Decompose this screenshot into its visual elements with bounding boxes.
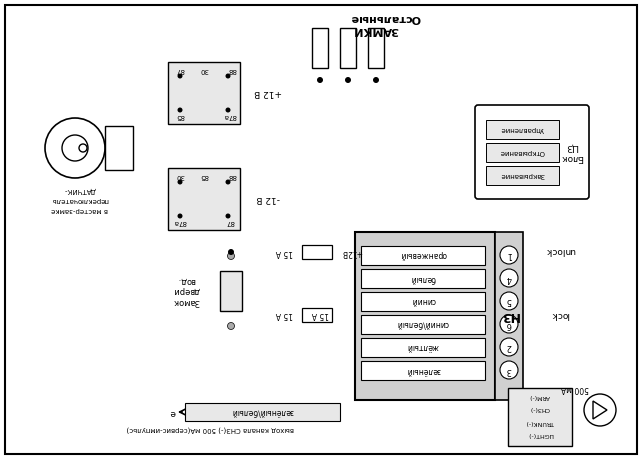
Text: Н3: Н3: [499, 309, 519, 323]
Text: 5: 5: [507, 297, 512, 306]
Text: 15 А: 15 А: [311, 310, 329, 319]
Text: unlock: unlock: [545, 246, 575, 256]
Circle shape: [500, 338, 518, 356]
Text: 4: 4: [507, 274, 512, 282]
Bar: [168, 168, 240, 230]
Circle shape: [500, 361, 518, 379]
Bar: [361, 269, 485, 288]
Text: жёлтый: жёлтый: [407, 342, 439, 352]
Text: 6: 6: [507, 319, 512, 329]
Circle shape: [225, 213, 230, 218]
Text: Замок
двери
вод.: Замок двери вод.: [173, 276, 200, 306]
Text: 3: 3: [507, 365, 512, 375]
Text: 87а: 87а: [173, 219, 187, 225]
Bar: [340, 28, 356, 68]
Bar: [302, 308, 332, 322]
Bar: [495, 232, 523, 400]
Circle shape: [225, 73, 230, 78]
Text: 15 А: 15 А: [275, 247, 293, 257]
Circle shape: [225, 107, 230, 112]
Text: 87: 87: [175, 67, 184, 73]
Text: TRUNK(-): TRUNK(-): [526, 420, 554, 425]
Text: +12В: +12В: [342, 247, 363, 257]
Circle shape: [500, 269, 518, 287]
Circle shape: [500, 315, 518, 333]
Bar: [361, 338, 485, 357]
Text: 30: 30: [175, 173, 184, 179]
Circle shape: [317, 77, 323, 83]
Text: lock: lock: [551, 309, 569, 319]
Bar: [361, 361, 485, 380]
Text: в мастер-замке: в мастер-замке: [51, 207, 108, 213]
Text: +12 В: +12 В: [254, 89, 282, 97]
Text: 88: 88: [227, 173, 236, 179]
Text: 2: 2: [507, 342, 512, 352]
Bar: [220, 271, 242, 311]
Text: белый: белый: [410, 274, 436, 282]
Circle shape: [345, 77, 351, 83]
Circle shape: [373, 77, 379, 83]
Text: СНЗ(-): СНЗ(-): [530, 407, 550, 412]
Circle shape: [177, 213, 182, 218]
Bar: [302, 245, 332, 259]
Bar: [486, 120, 559, 139]
Circle shape: [177, 179, 182, 185]
Circle shape: [227, 252, 234, 259]
Text: синий: синий: [411, 297, 435, 306]
Circle shape: [177, 107, 182, 112]
Circle shape: [500, 246, 518, 264]
Text: LIGHT(-): LIGHT(-): [527, 432, 553, 437]
Circle shape: [177, 73, 182, 78]
FancyBboxPatch shape: [475, 105, 589, 199]
Text: 500 мА: 500 мА: [561, 384, 589, 392]
Text: переключатель: переключатель: [51, 197, 108, 203]
Text: ЗАМКИ: ЗАМКИ: [352, 25, 398, 35]
Bar: [18, 421, 408, 437]
Bar: [361, 292, 485, 311]
Text: зелёный: зелёный: [406, 365, 440, 375]
Text: 85: 85: [175, 113, 184, 119]
Bar: [486, 143, 559, 162]
Text: Открывание: Открывание: [499, 149, 544, 155]
Text: 87: 87: [225, 219, 234, 225]
Text: Блок
ЦЗ: Блок ЦЗ: [560, 142, 584, 162]
Bar: [486, 166, 559, 185]
Circle shape: [227, 323, 234, 330]
Text: зелёный\белый: зелёный\белый: [231, 408, 293, 416]
Text: -12 В: -12 В: [256, 195, 280, 203]
Bar: [361, 246, 485, 265]
Text: 1: 1: [507, 251, 512, 259]
Text: выход канала СНЗ(-) 500 мА(сервис-импульс): выход канала СНЗ(-) 500 мА(сервис-импуль…: [126, 426, 294, 432]
Bar: [105, 126, 133, 170]
Text: 85: 85: [200, 173, 209, 179]
Text: 88: 88: [227, 67, 236, 73]
Text: 30: 30: [200, 67, 209, 73]
Text: 15 А: 15 А: [275, 310, 293, 319]
Bar: [368, 28, 384, 68]
Bar: [312, 28, 328, 68]
Circle shape: [500, 292, 518, 310]
Text: оранжевый: оранжевый: [400, 251, 446, 259]
Bar: [361, 315, 485, 334]
Bar: [355, 232, 495, 400]
Bar: [168, 62, 240, 124]
Circle shape: [225, 179, 230, 185]
Text: ДАТЧИК-: ДАТЧИК-: [64, 187, 96, 193]
Text: Остальные: Остальные: [350, 13, 420, 23]
Text: Управление: Управление: [500, 126, 544, 132]
Text: 87а: 87а: [223, 113, 237, 119]
Circle shape: [228, 249, 234, 255]
Text: ARM(-): ARM(-): [530, 393, 550, 398]
Bar: [508, 388, 572, 446]
Text: синий\белый: синий\белый: [397, 319, 449, 329]
Text: Закрывание: Закрывание: [499, 172, 544, 178]
Text: е: е: [170, 408, 176, 416]
Bar: [185, 403, 340, 421]
